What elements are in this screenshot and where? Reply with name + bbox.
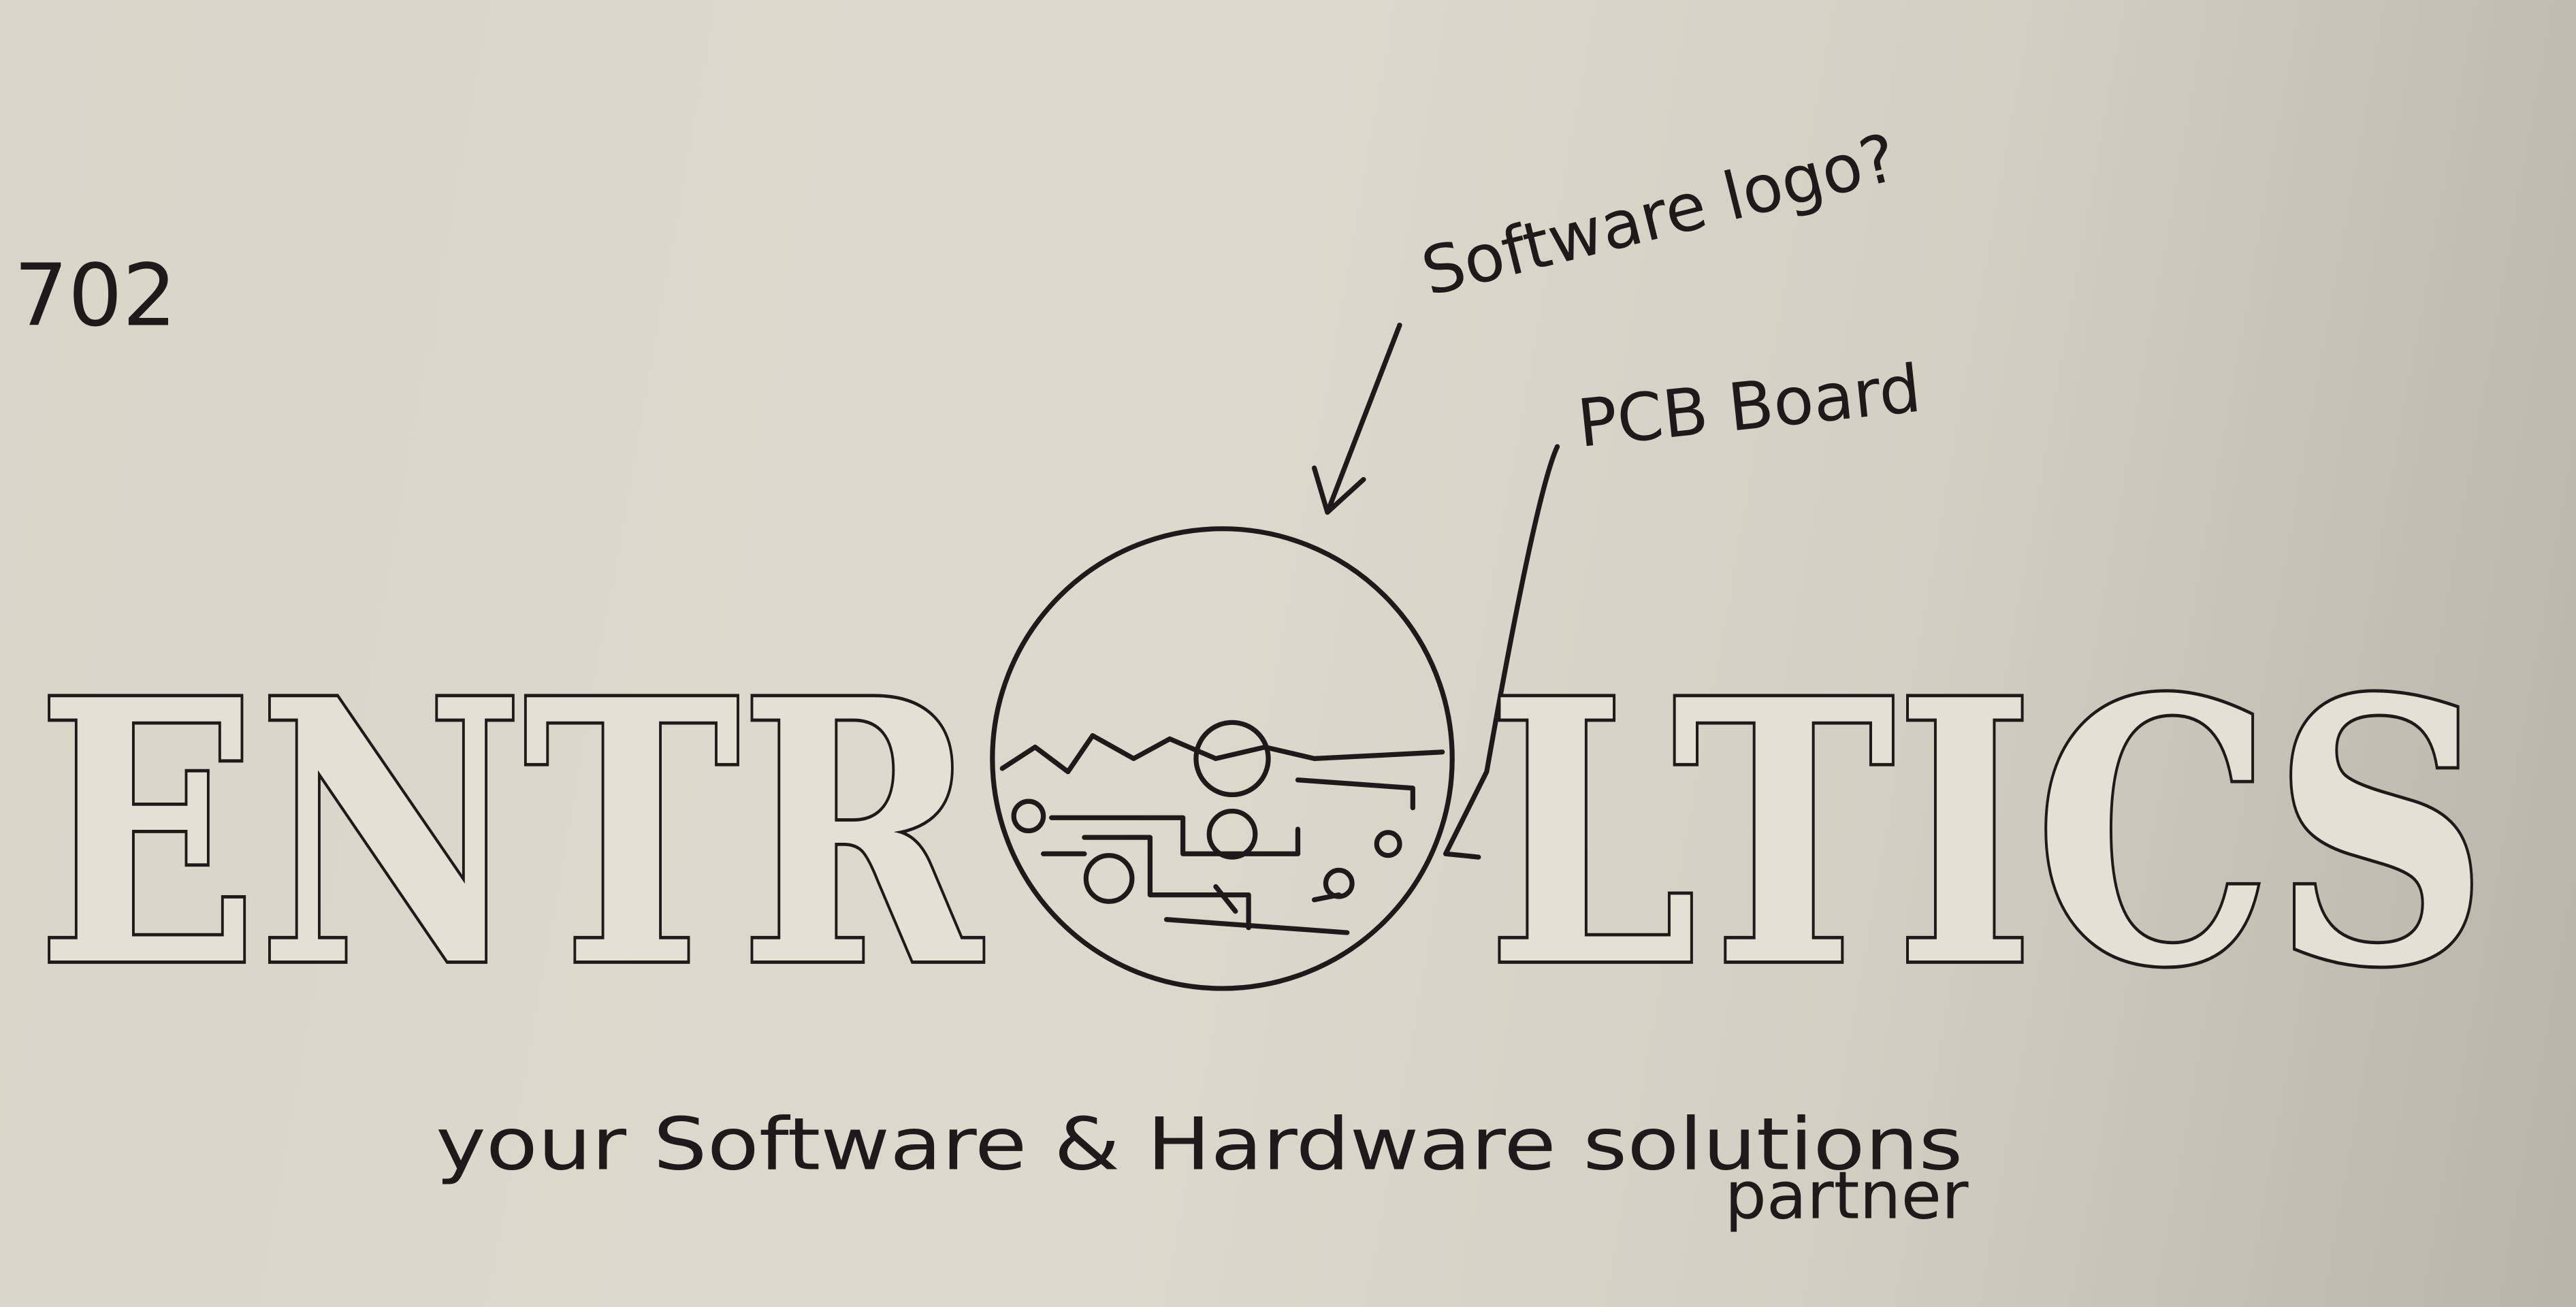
arrow xyxy=(1311,322,1402,515)
tagline-line2: partner xyxy=(1725,1157,1969,1234)
tagline-line1: your Software & Hardware solutions xyxy=(436,1102,1963,1187)
annotation-software: Software logo? xyxy=(1415,118,1904,310)
logo-circle xyxy=(990,526,1455,991)
note-number: 702 xyxy=(14,246,176,346)
pointer-line xyxy=(1443,444,1560,860)
annotation-pcb: PCB Board xyxy=(1574,350,1925,462)
logo-right: LTICS xyxy=(1487,622,2488,1046)
logo-left: ENTR xyxy=(37,622,984,1046)
